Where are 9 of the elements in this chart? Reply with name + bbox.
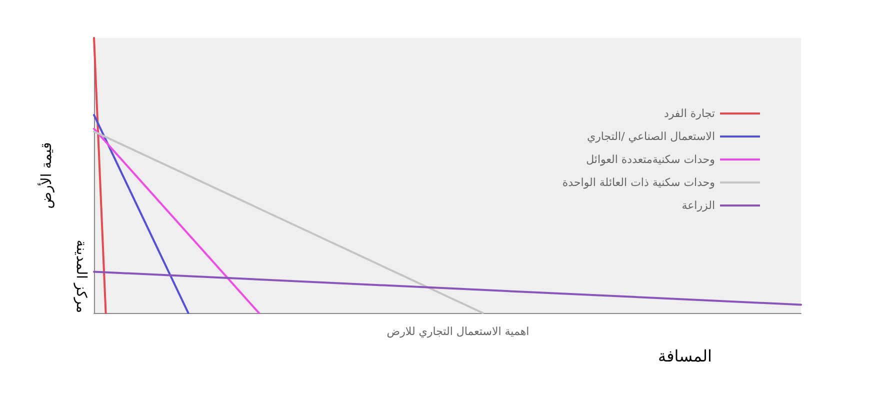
legend-label: وحدات سكنية ذات العائلة الواحدة	[562, 176, 715, 189]
legend-label: الزراعة	[682, 199, 715, 212]
legend-label: تجارة الفرد	[664, 107, 715, 120]
legend-label: الاستعمال الصناعي /التجاري	[586, 130, 715, 143]
x-axis-title: المسافة	[658, 346, 712, 366]
text: مركز المدينة	[73, 240, 89, 313]
legend-label: وحدات سكنيةمتعددة العوائل	[586, 153, 715, 166]
y-axis-title: قيمة الأرض	[37, 142, 55, 209]
text: اهمية الاستعمال التجاري للارض	[386, 325, 530, 338]
